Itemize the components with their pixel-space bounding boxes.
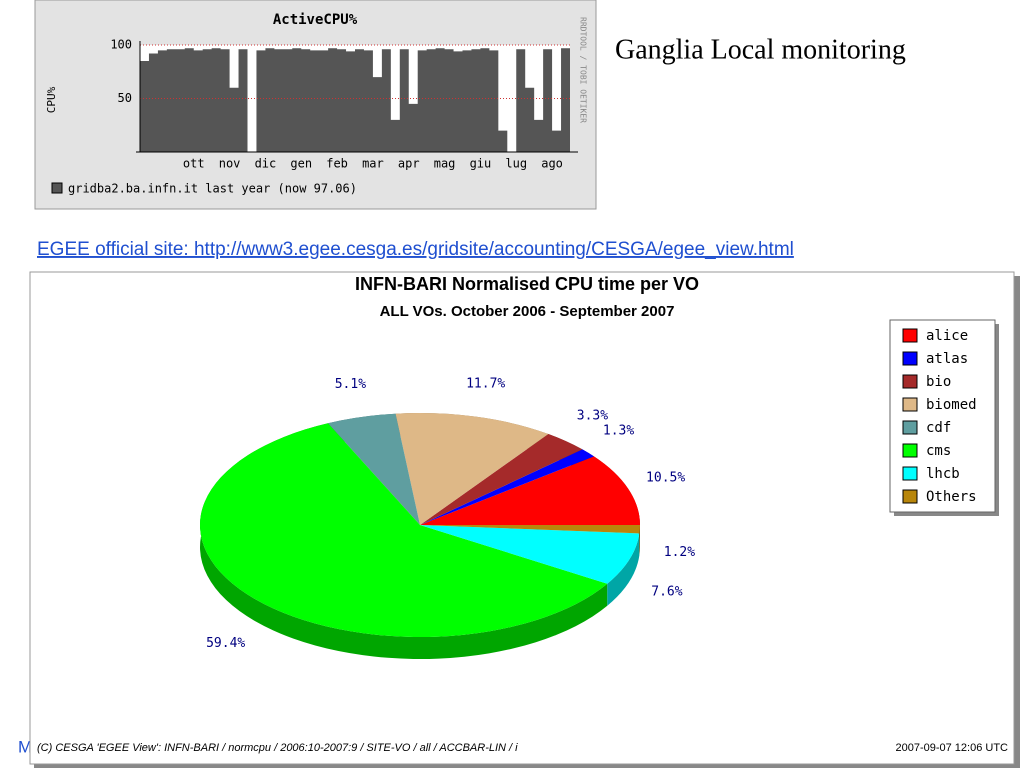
legend-label: biomed	[926, 397, 977, 413]
legend-label: cdf	[926, 420, 951, 436]
y-axis-label: CPU%	[45, 86, 58, 113]
legend-swatch	[902, 374, 918, 389]
legend-box	[889, 319, 996, 513]
slice-side	[607, 533, 640, 606]
chart-title: INFN-BARI Normalised CPU time per VO	[355, 274, 699, 294]
x-tick-label: mar	[362, 157, 384, 171]
y-tick-label: 50	[118, 91, 132, 105]
value-label: 5.1%	[335, 377, 366, 392]
y-tick-label: 100	[110, 38, 132, 52]
value-label: 11.7%	[466, 377, 505, 392]
legend-swatch	[902, 328, 918, 343]
value-label: 10.5%	[646, 470, 685, 485]
slice	[420, 434, 583, 525]
chart-subtitle: ALL VOs. October 2006 - September 2007	[380, 303, 675, 320]
side-label: RRDTOOL / TOBI OETIKER	[579, 17, 588, 123]
legend-label: alice	[926, 328, 968, 344]
link[interactable]: EGEE official site: http://www3.egee.ces…	[37, 239, 794, 260]
slice	[200, 423, 608, 637]
x-tick-label: mag	[434, 157, 456, 171]
legend-label: lhcb	[926, 466, 960, 482]
slice	[395, 413, 549, 525]
slice	[420, 449, 594, 525]
value-label: 3.3%	[577, 409, 608, 424]
legend-swatch	[902, 420, 918, 435]
slice	[327, 413, 420, 525]
legend-swatch	[902, 443, 918, 458]
value-label: 59.4%	[206, 636, 245, 651]
value-label: 7.6%	[651, 584, 682, 599]
legend-label: bio	[926, 374, 951, 390]
legend-swatch	[902, 489, 918, 504]
legend-label: Others	[926, 489, 977, 505]
footer-left: (C) CESGA 'EGEE View': INFN-BARI / normc…	[37, 742, 518, 754]
legend-swatch	[902, 466, 918, 481]
x-tick-label: giu	[470, 157, 492, 171]
value-label: 1.3%	[603, 424, 634, 439]
footer: M	[18, 737, 32, 756]
x-tick-label: gen	[290, 157, 312, 171]
x-tick-label: ago	[541, 157, 563, 171]
x-tick-label: apr	[398, 157, 420, 171]
legend-swatch	[51, 182, 63, 194]
x-tick-label: nov	[219, 157, 241, 171]
legend-label: gridba2.ba.infn.it last year (now 97.06)	[68, 182, 357, 196]
slide-title: Ganglia Local monitoring	[615, 34, 906, 65]
x-tick-label: ott	[183, 157, 205, 171]
legend-label: atlas	[926, 351, 968, 367]
legend-swatch	[902, 351, 918, 366]
value-label: 1.2%	[664, 545, 695, 560]
slice	[420, 525, 640, 584]
legend-swatch	[902, 397, 918, 412]
slice	[420, 525, 640, 534]
legend-label: cms	[926, 443, 951, 459]
slice	[420, 456, 640, 525]
x-tick-label: dic	[255, 157, 277, 171]
chart-title: ActiveCPU%	[273, 12, 358, 28]
footer-right: 2007-09-07 12:06 UTC	[895, 742, 1008, 754]
x-tick-label: lug	[505, 157, 527, 171]
cpu-area	[140, 48, 570, 152]
slice-side	[639, 525, 640, 556]
x-tick-label: feb	[326, 157, 348, 171]
